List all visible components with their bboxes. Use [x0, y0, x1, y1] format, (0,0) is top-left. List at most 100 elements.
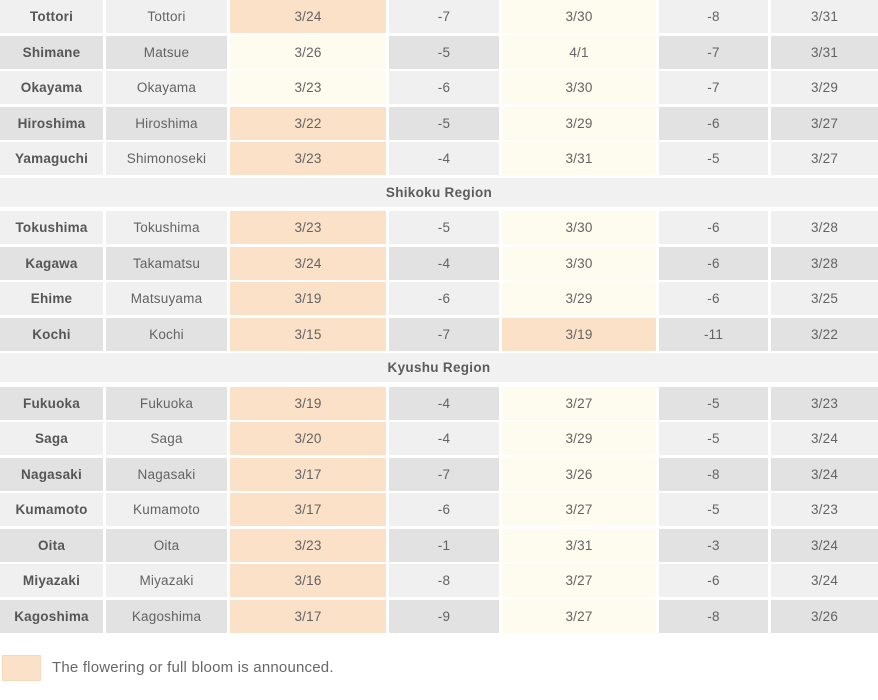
flowering-diff-cell: -4 — [389, 422, 499, 455]
full-bloom-date-cell: 3/30 — [502, 0, 656, 33]
full-bloom-date-cell: 3/30 — [502, 246, 656, 280]
legend: The flowering or full bloom is announced… — [2, 654, 878, 681]
full-bloom-date-cell: 3/27 — [502, 599, 656, 633]
city-cell: Kagoshima — [106, 599, 227, 633]
city-cell: Oita — [106, 528, 227, 562]
table-row: Kagoshima Kagoshima 3/17 -9 3/27 -8 3/26 — [0, 599, 878, 633]
flowering-date-cell: 3/23 — [230, 211, 386, 244]
flowering-diff-cell: -7 — [389, 0, 499, 33]
full-bloom-diff-cell: -7 — [659, 35, 768, 69]
city-cell: Miyazaki — [106, 564, 227, 597]
table-row: Tokushima Tokushima 3/23 -5 3/30 -6 3/28 — [0, 211, 878, 244]
full-bloom-date-cell: 3/19 — [502, 317, 656, 351]
prefecture-cell: Oita — [0, 528, 103, 562]
flowering-diff-cell: -5 — [389, 106, 499, 140]
region-section-header: Shikoku Region — [0, 177, 878, 207]
table-row: Kochi Kochi 3/15 -7 3/19 -11 3/22 — [0, 317, 878, 351]
flowering-date-cell: 3/17 — [230, 493, 386, 526]
city-cell: Tottori — [106, 0, 227, 33]
flowering-diff-cell: -6 — [389, 282, 499, 315]
sakura-bloom-table: Tottori Tottori 3/24 -7 3/30 -8 3/31 Shimane Mat… — [0, 0, 878, 633]
flowering-date-cell: 3/17 — [230, 599, 386, 633]
full-bloom-diff-cell: -3 — [659, 528, 768, 562]
third-date-cell: 3/29 — [771, 71, 878, 104]
prefecture-cell: Miyazaki — [0, 564, 103, 597]
third-date-cell: 3/28 — [771, 246, 878, 280]
city-cell: Hiroshima — [106, 106, 227, 140]
table-row: Oita Oita 3/23 -1 3/31 -3 3/24 — [0, 528, 878, 562]
full-bloom-date-cell: 4/1 — [502, 35, 656, 69]
full-bloom-diff-cell: -6 — [659, 106, 768, 140]
prefecture-cell: Nagasaki — [0, 457, 103, 491]
full-bloom-date-cell: 3/29 — [502, 106, 656, 140]
prefecture-cell: Tottori — [0, 0, 103, 33]
table-row: Yamaguchi Shimonoseki 3/23 -4 3/31 -5 3/27 — [0, 142, 878, 175]
table-row: Okayama Okayama 3/23 -6 3/30 -7 3/29 — [0, 71, 878, 104]
flowering-date-cell: 3/26 — [230, 35, 386, 69]
full-bloom-diff-cell: -5 — [659, 422, 768, 455]
table-row: Hiroshima Hiroshima 3/22 -5 3/29 -6 3/27 — [0, 106, 878, 140]
full-bloom-date-cell: 3/27 — [502, 386, 656, 420]
full-bloom-diff-cell: -6 — [659, 246, 768, 280]
full-bloom-diff-cell: -6 — [659, 282, 768, 315]
city-cell: Kochi — [106, 317, 227, 351]
flowering-diff-cell: -5 — [389, 211, 499, 244]
table-row: Nagasaki Nagasaki 3/17 -7 3/26 -8 3/24 — [0, 457, 878, 491]
flowering-diff-cell: -4 — [389, 246, 499, 280]
third-date-cell: 3/24 — [771, 422, 878, 455]
table-row: Fukuoka Fukuoka 3/19 -4 3/27 -5 3/23 — [0, 386, 878, 420]
prefecture-cell: Okayama — [0, 71, 103, 104]
city-cell: Tokushima — [106, 211, 227, 244]
table-row: Saga Saga 3/20 -4 3/29 -5 3/24 — [0, 422, 878, 455]
third-date-cell: 3/24 — [771, 564, 878, 597]
city-cell: Matsue — [106, 35, 227, 69]
flowering-date-cell: 3/20 — [230, 422, 386, 455]
prefecture-cell: Saga — [0, 422, 103, 455]
third-date-cell: 3/22 — [771, 317, 878, 351]
table-row: Kumamoto Kumamoto 3/17 -6 3/27 -5 3/23 — [0, 493, 878, 526]
full-bloom-diff-cell: -5 — [659, 386, 768, 420]
full-bloom-date-cell: 3/30 — [502, 211, 656, 244]
table-row: Shimane Matsue 3/26 -5 4/1 -7 3/31 — [0, 35, 878, 69]
full-bloom-date-cell: 3/27 — [502, 493, 656, 526]
third-date-cell: 3/26 — [771, 599, 878, 633]
full-bloom-date-cell: 3/26 — [502, 457, 656, 491]
flowering-date-cell: 3/15 — [230, 317, 386, 351]
prefecture-cell: Yamaguchi — [0, 142, 103, 175]
full-bloom-diff-cell: -5 — [659, 493, 768, 526]
full-bloom-diff-cell: -8 — [659, 599, 768, 633]
third-date-cell: 3/24 — [771, 528, 878, 562]
third-date-cell: 3/27 — [771, 142, 878, 175]
city-cell: Fukuoka — [106, 386, 227, 420]
table-row: Miyazaki Miyazaki 3/16 -8 3/27 -6 3/24 — [0, 564, 878, 597]
prefecture-cell: Kagawa — [0, 246, 103, 280]
city-cell: Takamatsu — [106, 246, 227, 280]
full-bloom-date-cell: 3/27 — [502, 564, 656, 597]
third-date-cell: 3/31 — [771, 0, 878, 33]
prefecture-cell: Kochi — [0, 317, 103, 351]
flowering-diff-cell: -5 — [389, 35, 499, 69]
table-row: Kagawa Takamatsu 3/24 -4 3/30 -6 3/28 — [0, 246, 878, 280]
third-date-cell: 3/25 — [771, 282, 878, 315]
third-date-cell: 3/27 — [771, 106, 878, 140]
prefecture-cell: Kumamoto — [0, 493, 103, 526]
third-date-cell: 3/28 — [771, 211, 878, 244]
city-cell: Matsuyama — [106, 282, 227, 315]
flowering-diff-cell: -6 — [389, 71, 499, 104]
flowering-date-cell: 3/23 — [230, 142, 386, 175]
flowering-date-cell: 3/22 — [230, 106, 386, 140]
city-cell: Kumamoto — [106, 493, 227, 526]
flowering-date-cell: 3/24 — [230, 246, 386, 280]
third-date-cell: 3/23 — [771, 386, 878, 420]
full-bloom-date-cell: 3/31 — [502, 528, 656, 562]
city-cell: Saga — [106, 422, 227, 455]
prefecture-cell: Tokushima — [0, 211, 103, 244]
full-bloom-date-cell: 3/29 — [502, 422, 656, 455]
prefecture-cell: Hiroshima — [0, 106, 103, 140]
full-bloom-diff-cell: -5 — [659, 142, 768, 175]
region-section-header: Kyushu Region — [0, 353, 878, 382]
flowering-diff-cell: -6 — [389, 493, 499, 526]
prefecture-cell: Ehime — [0, 282, 103, 315]
flowering-diff-cell: -7 — [389, 457, 499, 491]
full-bloom-diff-cell: -6 — [659, 564, 768, 597]
